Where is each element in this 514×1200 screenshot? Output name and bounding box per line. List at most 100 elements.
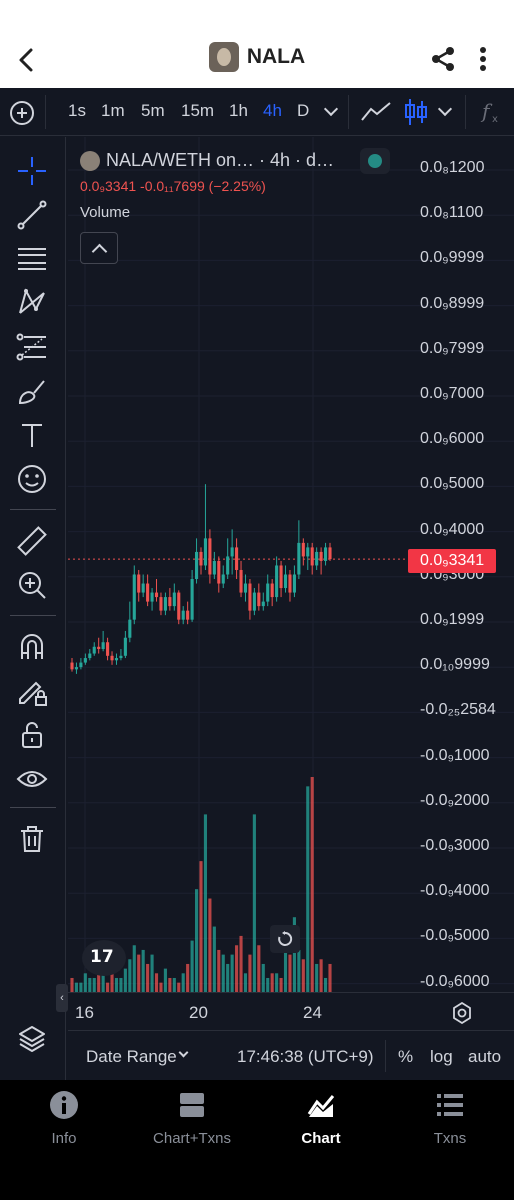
candle-body — [292, 574, 296, 593]
candle-body — [226, 556, 230, 575]
timeframe-1s[interactable]: 1s — [68, 101, 86, 120]
volume-bar — [186, 963, 190, 992]
volume-bar — [137, 954, 141, 992]
price-tick-label: 0.0₉8999 — [420, 294, 485, 312]
volume-bar — [163, 968, 167, 992]
volume-bar — [146, 963, 150, 992]
back-arrow-icon[interactable] — [12, 44, 40, 76]
price-tick-label: -0.0₉2000 — [420, 791, 490, 809]
candles-icon[interactable] — [404, 97, 428, 127]
text-icon[interactable] — [16, 419, 48, 451]
share-icon[interactable] — [430, 46, 456, 72]
zoom-in-icon[interactable] — [16, 569, 48, 601]
price-tick-label: -0.0₂₅2584 — [420, 701, 496, 719]
price-tick-label: 0.0₈1100 — [420, 204, 484, 222]
trash-icon[interactable] — [16, 823, 48, 855]
auto-toggle[interactable]: auto — [468, 1047, 502, 1066]
timeframe-1m[interactable]: 1m — [101, 101, 125, 120]
token-avatar — [80, 150, 100, 171]
emoji-icon[interactable] — [16, 463, 48, 495]
volume-bar — [243, 973, 248, 992]
collapse-legend-button[interactable] — [80, 232, 118, 264]
time-label: 16 — [75, 1003, 94, 1022]
chart-bottom-bar — [68, 1030, 514, 1080]
candle-body — [235, 547, 239, 570]
eye-icon[interactable] — [16, 763, 48, 795]
candle-body — [181, 610, 185, 620]
price-tick-label: 0.0₉6000 — [420, 430, 485, 448]
unlock-icon[interactable] — [16, 719, 48, 751]
volume-bar — [257, 945, 261, 992]
volume-bar — [168, 977, 172, 992]
reset-chart-button[interactable] — [270, 925, 300, 953]
nav-info[interactable]: Info — [0, 1090, 128, 1147]
symbol-label[interactable]: NALA/WETH on… · 4h · d… — [106, 150, 335, 170]
market-status-icon[interactable] — [360, 148, 390, 174]
volume-bar — [150, 954, 154, 992]
volume-bar — [301, 959, 305, 992]
time-label: 24 — [303, 1003, 322, 1022]
tool-divider — [10, 807, 56, 808]
nav-txns[interactable]: Txns — [386, 1090, 514, 1147]
toolbar-collapse-tab[interactable]: ‹ — [56, 984, 68, 1012]
volume-bar — [248, 954, 252, 992]
candle-body — [190, 579, 194, 620]
timeframe-1h[interactable]: 1h — [229, 101, 248, 120]
candle-body — [243, 583, 248, 593]
layers-icon[interactable] — [18, 1024, 46, 1052]
log-toggle[interactable]: log — [430, 1047, 453, 1066]
pattern-icon[interactable] — [16, 287, 48, 319]
page-title: NALA — [246, 45, 306, 68]
tradingview-logo[interactable]: 17 — [82, 940, 126, 976]
date-range-button[interactable]: Date Range — [86, 1047, 177, 1066]
price-chart[interactable] — [68, 137, 514, 992]
chart-settings-icon[interactable] — [451, 1002, 473, 1024]
candle-body — [141, 583, 145, 593]
add-indicator-icon[interactable] — [10, 101, 34, 125]
crosshair-icon[interactable] — [16, 155, 48, 187]
candle-body — [270, 583, 274, 598]
candle-body — [132, 574, 136, 620]
magnet-icon[interactable] — [16, 631, 48, 663]
volume-bar — [83, 973, 87, 992]
volume-label: Volume — [80, 204, 131, 221]
clock-timezone[interactable]: 17:46:38 (UTC+9) — [237, 1047, 374, 1066]
toolbar-divider — [348, 95, 349, 129]
volume-bar — [199, 861, 203, 992]
trend-line-icon[interactable] — [16, 199, 48, 231]
timeframe-4h[interactable]: 4h — [263, 101, 282, 120]
fib-icon[interactable] — [16, 331, 48, 363]
candle-body — [239, 569, 243, 593]
lock-drawing-icon[interactable] — [16, 675, 48, 707]
candle-body — [279, 565, 283, 589]
nav-label: Chart+Txns — [153, 1130, 231, 1147]
brush-icon[interactable] — [16, 375, 48, 407]
ruler-icon[interactable] — [16, 525, 48, 557]
candle-body — [217, 560, 221, 584]
nav-label: Info — [51, 1130, 77, 1147]
candle-body — [310, 547, 314, 566]
nav-chart[interactable]: Chart — [257, 1090, 385, 1147]
candle-body — [159, 597, 163, 611]
candle-body — [119, 655, 123, 659]
volume-bar — [79, 982, 83, 992]
timeframe-15m[interactable]: 15m — [181, 101, 215, 120]
volume-bar — [266, 977, 270, 992]
volume-bar — [261, 963, 265, 992]
horizontal-lines-icon[interactable] — [16, 243, 48, 275]
timeframe-toolbar — [0, 88, 514, 136]
toolbar-divider — [45, 95, 46, 129]
timeframe-5m[interactable]: 5m — [141, 101, 165, 120]
nav-chart-txns[interactable]: Chart+Txns — [128, 1090, 256, 1147]
line-chart-icon[interactable] — [360, 100, 392, 124]
price-tick-label: 0.0₈1200 — [420, 159, 485, 176]
volume-bar — [172, 977, 176, 992]
formula-icon[interactable]: f x — [480, 98, 502, 126]
more-vertical-icon[interactable] — [472, 46, 494, 72]
timeframe-d[interactable]: D — [297, 101, 310, 120]
candle-body — [199, 551, 203, 566]
volume-bar — [114, 977, 119, 992]
volume-bar — [97, 973, 101, 992]
candle-body — [319, 551, 323, 561]
percent-toggle[interactable]: % — [398, 1047, 414, 1066]
